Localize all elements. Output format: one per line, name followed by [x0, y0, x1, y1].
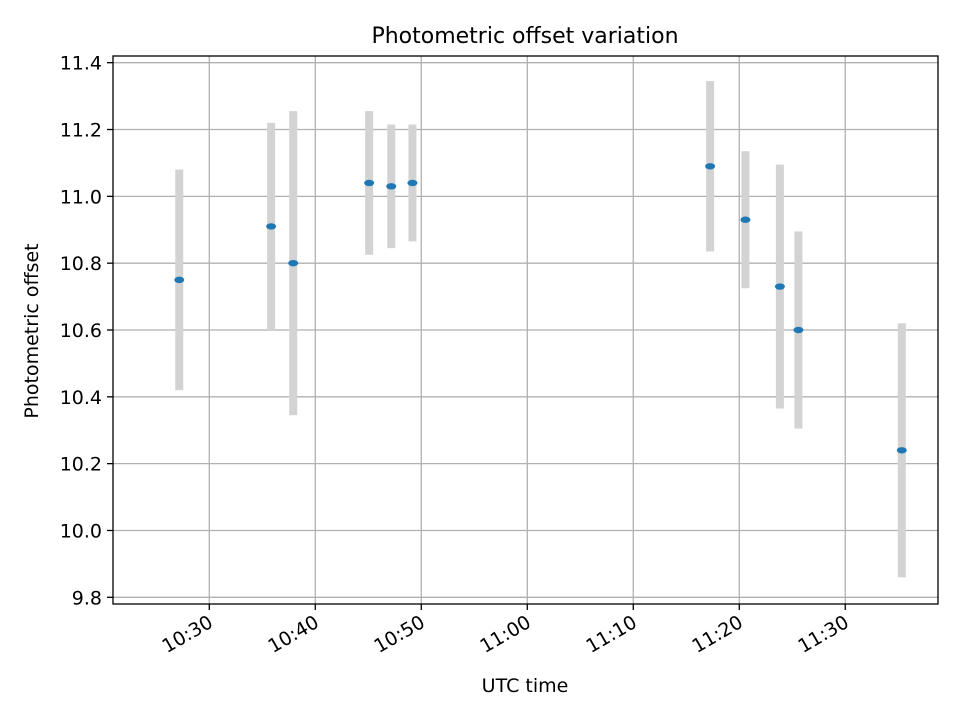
marker-layer	[174, 163, 907, 454]
x-tick-label: 10:50	[370, 611, 428, 657]
y-tick-label: 10.6	[60, 320, 102, 342]
x-tick-label: 11:20	[688, 611, 746, 657]
x-axis-label: UTC time	[482, 675, 569, 697]
data-point	[174, 276, 185, 284]
y-tick-label: 9.8	[72, 587, 102, 609]
y-tick-label: 10.8	[60, 253, 102, 275]
x-tick-label: 11:00	[476, 611, 534, 657]
y-tick-label: 10.2	[60, 454, 102, 476]
y-axis-label: Photometric offset	[21, 243, 43, 418]
data-point	[705, 163, 716, 170]
x-tick-label: 10:40	[264, 611, 322, 657]
data-point	[364, 179, 375, 187]
y-tick-label: 11.4	[60, 53, 102, 75]
x-tick-label: 10:30	[158, 611, 216, 657]
data-point	[266, 223, 277, 230]
y-tick-label: 11.0	[60, 186, 102, 208]
data-point	[407, 179, 418, 187]
data-point	[288, 259, 299, 267]
data-point	[386, 183, 397, 190]
y-tick-label: 10.4	[60, 387, 102, 409]
grid-layer	[113, 56, 938, 604]
data-point	[896, 447, 907, 454]
y-tick-label: 10.0	[60, 520, 102, 542]
chart-title: Photometric offset variation	[371, 24, 678, 49]
data-point	[740, 216, 751, 223]
data-point	[793, 326, 804, 334]
data-point	[774, 283, 785, 290]
x-tick-label: 11:30	[794, 611, 852, 657]
y-tick-label: 11.2	[60, 120, 102, 142]
x-tick-label: 11:10	[582, 611, 640, 657]
